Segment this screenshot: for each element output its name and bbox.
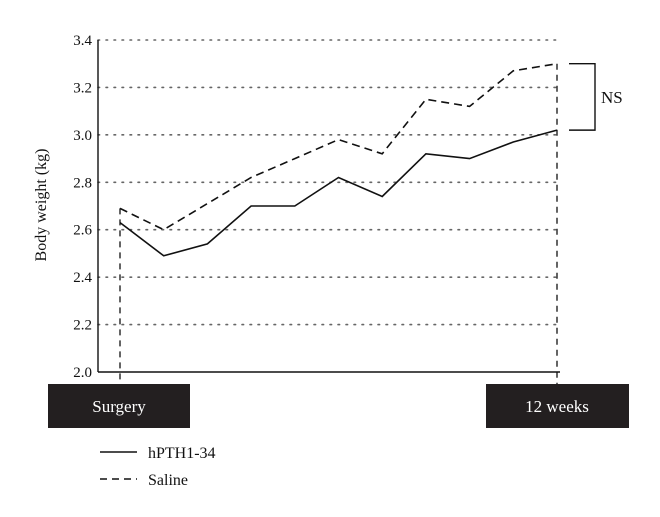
y-tick-label: 2.2 [73,318,92,334]
surgery-label: Surgery [92,397,146,416]
timepoint-guides [119,63,558,384]
end-timepoint-box [486,384,629,428]
gridlines [97,39,561,326]
y-tick-label: 2.8 [73,175,92,191]
legend-label-hpth: hPTH1-34 [148,445,216,462]
legend-item-hpth: hPTH1-34 [100,445,216,462]
y-tick-label: 2.0 [73,365,92,381]
series-lines [119,62,558,257]
legend-item-saline: Saline [100,472,188,489]
y-tick-label: 3.4 [73,33,92,49]
y-tick-label: 3.2 [73,80,92,96]
series-line-hpth1-34 [119,129,558,257]
ns-bracket-path [569,63,596,131]
y-tick-label: 2.4 [73,270,92,286]
surgery-box [48,384,190,428]
axes [97,40,560,373]
significance-bracket: NS [569,63,623,131]
y-axis-label: Body weight (kg) [33,149,50,262]
legend: hPTH1-34 Saline [100,445,216,489]
y-tick-label: 2.6 [73,223,92,239]
ns-label: NS [601,88,623,107]
y-tick-labels: 2.0 2.2 2.4 2.6 2.8 3.0 3.2 3.4 [73,33,92,381]
end-timepoint-label: 12 weeks [525,397,589,416]
y-tick-label: 3.0 [73,128,92,144]
surgery-marker: Surgery [48,384,190,428]
end-timepoint-marker: 12 weeks [486,384,629,428]
series-line-saline [119,62,558,231]
legend-label-saline: Saline [148,472,188,489]
